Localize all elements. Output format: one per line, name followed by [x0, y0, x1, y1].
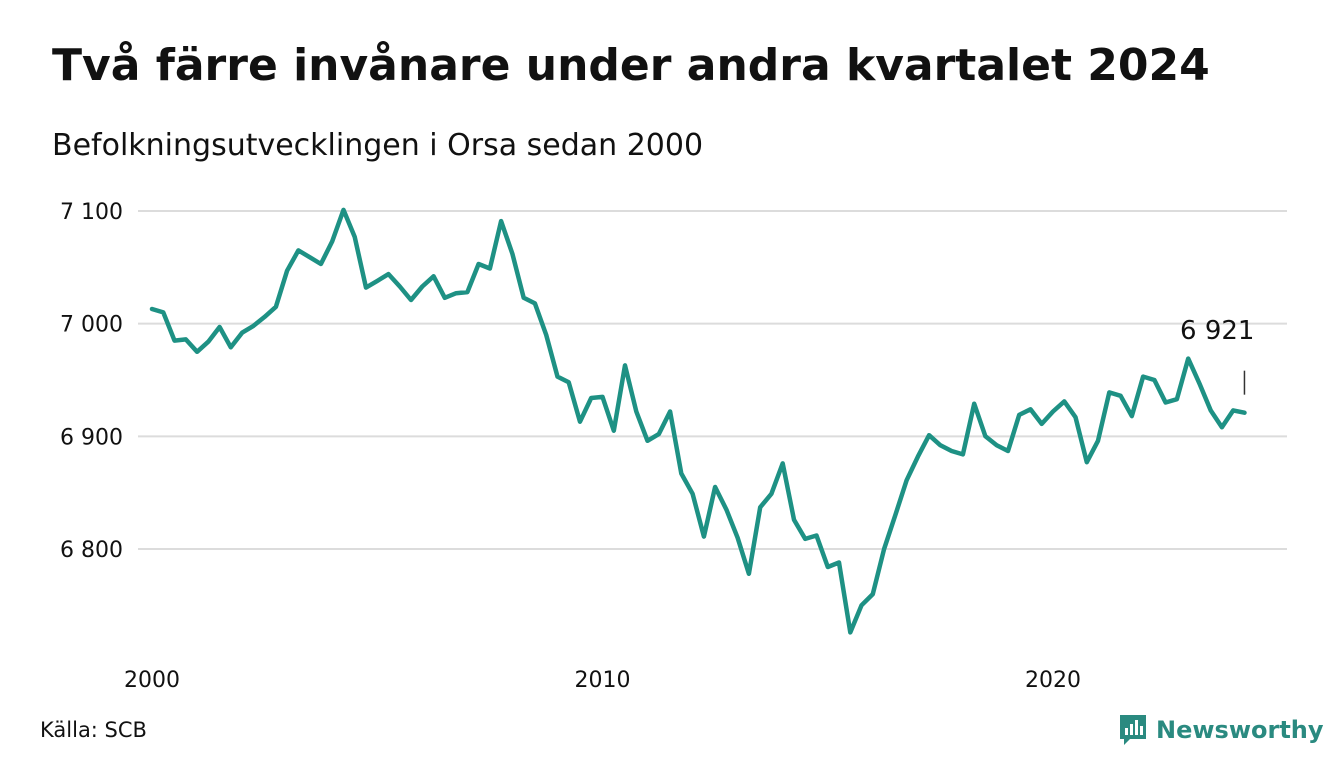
chart-title: Två färre invånare under andra kvartalet… [52, 40, 1210, 91]
x-tick-label: 2000 [124, 668, 180, 693]
y-tick-label: 6 900 [60, 425, 123, 450]
y-tick-label: 6 800 [60, 538, 123, 563]
bar-chart-logo-icon [1120, 715, 1146, 745]
end-value-label: 6 921 [1180, 316, 1254, 346]
x-tick-label: 2010 [575, 668, 631, 693]
y-tick-label: 7 000 [60, 313, 123, 338]
brand-logo: Newsworthy [1118, 712, 1324, 748]
source-note: Källa: SCB [40, 718, 147, 742]
y-tick-label: 7 100 [60, 200, 123, 225]
brand-name: Newsworthy [1156, 716, 1324, 744]
chart-subtitle: Befolkningsutvecklingen i Orsa sedan 200… [52, 128, 704, 163]
series-line [149, 207, 1247, 635]
x-tick-label: 2020 [1025, 668, 1081, 693]
